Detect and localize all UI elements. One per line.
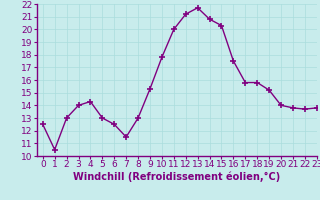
X-axis label: Windchill (Refroidissement éolien,°C): Windchill (Refroidissement éolien,°C): [73, 172, 280, 182]
